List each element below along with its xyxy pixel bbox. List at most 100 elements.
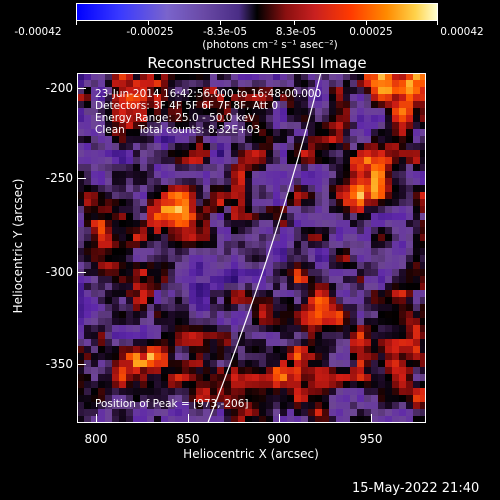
heatmap-cell xyxy=(238,402,245,409)
heatmap-cell xyxy=(322,94,329,101)
heatmap-cell xyxy=(84,353,91,360)
heatmap-cell xyxy=(196,388,203,395)
heatmap-cell xyxy=(231,255,238,262)
heatmap-cell xyxy=(133,388,140,395)
colorbar-tick xyxy=(148,20,149,25)
heatmap-cell xyxy=(196,199,203,206)
heatmap-cell xyxy=(126,115,133,122)
heatmap-cell xyxy=(147,122,154,129)
heatmap-cell xyxy=(280,129,287,136)
heatmap-cell xyxy=(301,192,308,199)
heatmap-cell xyxy=(280,262,287,269)
heatmap-cell xyxy=(245,227,252,234)
heatmap-cell xyxy=(119,409,126,416)
heatmap-cell xyxy=(301,213,308,220)
heatmap-cell xyxy=(399,255,406,262)
heatmap-cell xyxy=(315,339,322,346)
heatmap-cell xyxy=(315,227,322,234)
heatmap-cell xyxy=(140,206,147,213)
y-tick xyxy=(78,88,86,89)
heatmap-cell xyxy=(385,269,392,276)
heatmap-cell xyxy=(161,136,168,143)
heatmap-cell xyxy=(301,318,308,325)
heatmap-cell xyxy=(308,241,315,248)
heatmap-cell xyxy=(126,129,133,136)
heatmap-cell xyxy=(350,164,357,171)
heatmap-cell xyxy=(392,416,399,423)
heatmap-cell xyxy=(182,248,189,255)
heatmap-cell xyxy=(147,241,154,248)
heatmap-cell xyxy=(413,150,420,157)
heatmap-cell xyxy=(154,136,161,143)
heatmap-cell xyxy=(343,255,350,262)
heatmap-cell xyxy=(161,353,168,360)
heatmap-cell xyxy=(119,122,126,129)
heatmap-cell xyxy=(413,311,420,318)
heatmap-cell xyxy=(259,129,266,136)
heatmap-cell xyxy=(189,80,196,87)
heatmap-cell xyxy=(364,220,371,227)
heatmap-cell xyxy=(133,311,140,318)
heatmap-cell xyxy=(322,73,329,80)
heatmap-cell xyxy=(392,150,399,157)
heatmap-cell xyxy=(406,164,413,171)
heatmap-cell xyxy=(378,185,385,192)
heatmap-cell xyxy=(392,164,399,171)
heatmap-cell xyxy=(259,325,266,332)
heatmap-cell xyxy=(259,276,266,283)
heatmap-cell xyxy=(126,101,133,108)
heatmap-cell xyxy=(168,388,175,395)
heatmap-cell xyxy=(182,115,189,122)
heatmap-cell xyxy=(301,353,308,360)
heatmap-cell xyxy=(189,311,196,318)
heatmap-cell xyxy=(168,360,175,367)
heatmap-cell xyxy=(420,150,426,157)
heatmap-cell xyxy=(196,248,203,255)
heatmap-cell xyxy=(231,199,238,206)
heatmap-cell xyxy=(175,353,182,360)
heatmap-cell xyxy=(119,136,126,143)
heatmap-cell xyxy=(385,129,392,136)
heatmap-cell xyxy=(238,136,245,143)
heatmap-cell xyxy=(196,290,203,297)
heatmap-cell xyxy=(161,360,168,367)
heatmap-cell xyxy=(420,241,426,248)
heatmap-cell xyxy=(350,409,357,416)
heatmap-cell xyxy=(161,402,168,409)
heatmap-cell xyxy=(238,185,245,192)
heatmap-cell xyxy=(140,269,147,276)
heatmap-cell xyxy=(357,297,364,304)
heatmap-cell xyxy=(161,108,168,115)
heatmap-cell xyxy=(413,325,420,332)
heatmap-cell xyxy=(245,374,252,381)
heatmap-cell xyxy=(301,360,308,367)
heatmap-cell xyxy=(252,297,259,304)
heatmap-cell xyxy=(77,143,84,150)
heatmap-cell xyxy=(392,171,399,178)
x-tick xyxy=(188,414,189,422)
heatmap-cell xyxy=(126,339,133,346)
heatmap-cell xyxy=(210,248,217,255)
heatmap-cell xyxy=(399,297,406,304)
heatmap-cell xyxy=(105,374,112,381)
heatmap-cell xyxy=(77,381,84,388)
heatmap-cell xyxy=(322,325,329,332)
heatmap-cell xyxy=(112,122,119,129)
heatmap-cell xyxy=(196,416,203,423)
heatmap-cell xyxy=(357,241,364,248)
heatmap-cell xyxy=(133,276,140,283)
heatmap-cell xyxy=(280,339,287,346)
heatmap-cell xyxy=(175,213,182,220)
heatmap-cell xyxy=(147,227,154,234)
heatmap-cell xyxy=(238,290,245,297)
heatmap-cell xyxy=(140,311,147,318)
heatmap-cell xyxy=(77,199,84,206)
heatmap-cell xyxy=(210,157,217,164)
heatmap-cell xyxy=(406,346,413,353)
heatmap-cell xyxy=(77,108,84,115)
heatmap-cell xyxy=(140,192,147,199)
heatmap-cell xyxy=(196,255,203,262)
heatmap-cell xyxy=(196,192,203,199)
heatmap-cell xyxy=(189,325,196,332)
heatmap-cell xyxy=(126,185,133,192)
